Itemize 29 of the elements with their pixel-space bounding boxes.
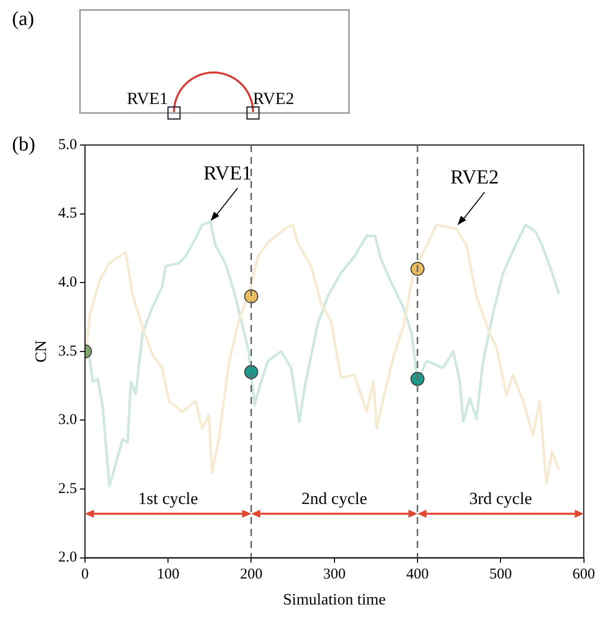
text: RVE2	[253, 89, 294, 108]
annotation: RVE1	[203, 162, 252, 184]
annotation: 3rd cycle	[469, 488, 532, 508]
point	[244, 365, 258, 380]
y-axis-title: CN	[32, 340, 50, 363]
annotation: 2nd cycle	[302, 488, 368, 508]
x-axis-title: Simulation time	[283, 592, 386, 609]
point	[410, 262, 424, 276]
y-tick-label: 2.0	[58, 550, 77, 566]
point	[244, 289, 258, 304]
text: RVE1	[126, 89, 168, 108]
y-tick-label: 5.0	[58, 136, 77, 153]
y-tick-label: 4.5	[58, 206, 77, 222]
y-tick-label: 3.5	[58, 343, 77, 360]
y-tick-label: 2.5	[58, 480, 77, 497]
annotation: 1st cycle	[138, 488, 198, 508]
x-tick-label: 200	[240, 566, 262, 583]
x-tick-label: 100	[156, 566, 180, 583]
text: (a)	[12, 8, 34, 31]
y-tick-label: 3.0	[58, 412, 77, 428]
x-tick-label: 0	[81, 566, 89, 583]
x-tick-label: 300	[323, 566, 346, 583]
x-tick-label: 500	[489, 566, 512, 583]
x-tick-label: 600	[572, 566, 595, 583]
y-tick-label: 4.0	[58, 274, 77, 291]
x-tick-label: 400	[406, 566, 429, 583]
point	[410, 372, 424, 386]
chart-title: (b)	[12, 133, 36, 156]
annotation: RVE2	[450, 166, 499, 188]
